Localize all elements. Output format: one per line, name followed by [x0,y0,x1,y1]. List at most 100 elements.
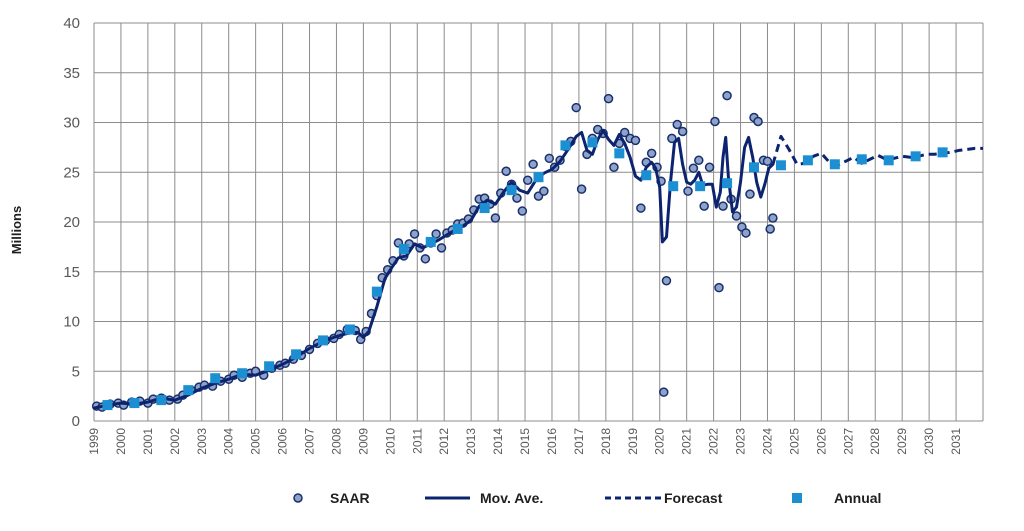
x-tick-label: 2023 [734,428,748,455]
y-tick-label: 40 [63,15,80,32]
saar-point [745,189,755,199]
x-tick-label: 2001 [141,428,155,455]
annual-point [937,147,948,158]
saar-point [630,135,641,146]
annual-point [695,181,706,192]
x-tick-label: 2019 [626,428,640,455]
x-tick-label: 2011 [410,428,424,454]
saar-point [603,93,614,104]
y-tick-label: 30 [63,115,80,132]
annual-point [264,361,275,372]
annual-point [722,178,733,189]
annual-point [183,385,194,396]
series-saar [91,90,778,412]
annual-point [668,181,679,192]
x-tick-label: 2002 [168,428,182,455]
saar-point [576,184,587,194]
annual-point [883,155,894,166]
legend-saar-marker [293,493,303,503]
y-tick-label: 10 [63,314,80,331]
annual-point [210,373,221,384]
saar-point [436,243,447,253]
series-layer [91,90,983,412]
annual-point [452,223,463,234]
saar-point [731,211,742,221]
annual-point [560,140,571,151]
saar-point [544,153,555,164]
saar-point [431,229,441,239]
saar-point [688,163,699,174]
y-tick-label: 25 [63,164,80,181]
x-tick-label: 2000 [114,428,128,455]
series-annual [102,137,948,411]
saar-point [667,133,677,144]
saar-point [714,282,724,293]
annual-point [856,154,867,165]
y-tick-label: 5 [72,363,80,380]
annual-point [533,172,544,183]
saar-point [694,155,704,166]
annual-point [910,151,921,162]
saar-point [517,206,528,216]
x-tick-label: 2025 [787,428,801,455]
annual-point [802,155,813,166]
annual-point [479,203,490,214]
saar-point [512,193,522,203]
saar-point [490,213,501,223]
x-tick-label: 2005 [249,428,263,455]
saar-point [718,201,728,211]
legend-entry-mov-ave: Mov. Ave. [425,490,543,506]
x-tick-label: 2008 [329,428,343,455]
saar-point [661,275,672,286]
x-tick-label: 2021 [680,428,694,455]
annual-point [102,400,113,411]
legend-entry-annual: Annual [792,490,881,506]
y-tick-label: 20 [63,214,80,231]
saar-point [636,203,646,213]
legend-forecast-label: Forecast [664,490,723,506]
x-tick-label: 2006 [276,428,290,455]
y-axis-label: Millions [9,206,24,254]
x-tick-label: 2004 [222,428,236,455]
annual-point [506,185,517,196]
x-tick-label: 2017 [572,428,586,455]
saar-point [722,90,732,101]
annual-point [237,368,248,379]
saar-point [677,126,688,137]
x-tick-label: 2014 [491,428,505,455]
annual-point [156,395,167,406]
x-tick-label: 2020 [653,428,667,455]
saar-point [409,229,420,239]
saar-point [704,162,715,173]
annual-point [641,170,652,181]
x-tick-label: 2010 [383,428,397,455]
x-tick-label: 2024 [760,428,774,455]
saar-point [609,162,619,173]
annual-point [371,286,382,297]
legend-entry-saar: SAAR [293,490,370,506]
x-tick-label: 2003 [195,428,209,455]
x-tick-label: 2016 [545,428,559,455]
saar-point [528,159,538,170]
saar-point [501,166,511,177]
x-tick-label: 2012 [437,428,451,455]
annual-point [129,398,140,409]
saar-point [753,116,763,127]
x-tick-label: 2015 [518,428,532,455]
annual-point [829,159,840,170]
annual-point [749,162,760,173]
saar-point [710,116,720,127]
y-tick-label: 0 [72,413,80,430]
saar-point [619,127,630,138]
saar-point [699,201,709,211]
series-forecast-line [771,134,983,167]
x-tick-label: 2022 [707,428,721,455]
annual-point [587,137,598,148]
saar-point [768,213,778,223]
saar-point [741,228,751,238]
x-tick-label: 2026 [814,428,828,455]
x-tick-label: 2031 [949,428,963,455]
annual-point [291,349,302,360]
